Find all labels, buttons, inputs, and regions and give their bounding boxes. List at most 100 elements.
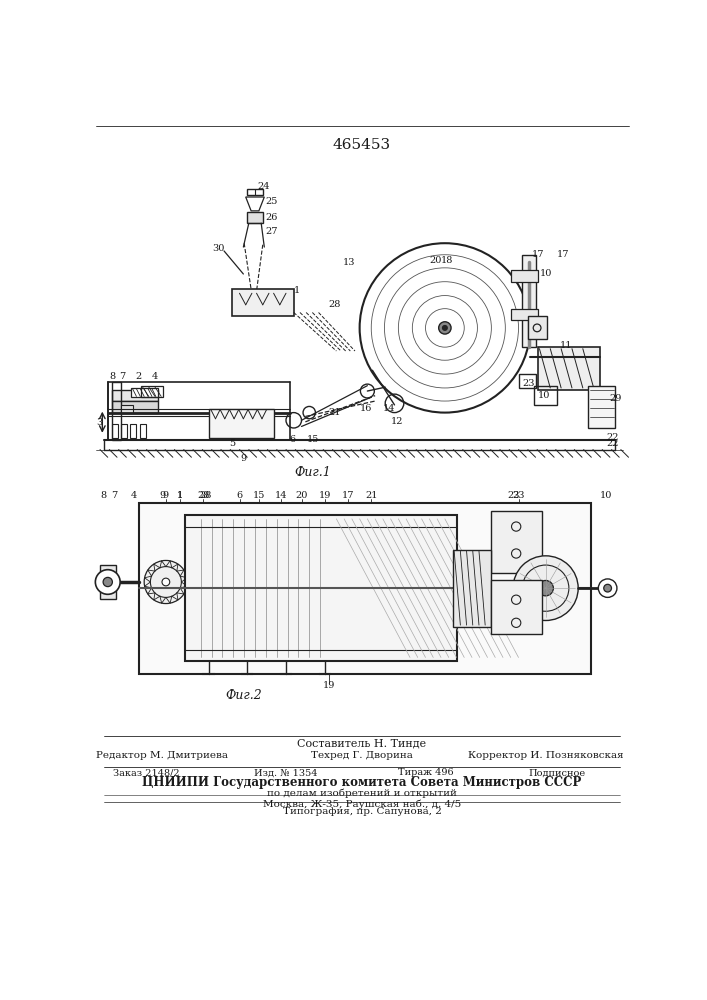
Text: 25: 25 <box>266 197 279 206</box>
Bar <box>139 503 590 674</box>
Bar <box>247 189 263 195</box>
Text: 6: 6 <box>290 435 296 444</box>
Circle shape <box>144 560 187 604</box>
Text: 4: 4 <box>131 491 137 500</box>
Text: 8: 8 <box>100 491 106 500</box>
Text: 21: 21 <box>365 491 378 500</box>
Text: 27: 27 <box>266 227 279 236</box>
Text: Редактор М. Дмитриева: Редактор М. Дмитриева <box>96 751 228 760</box>
Circle shape <box>194 557 212 576</box>
Circle shape <box>438 322 451 334</box>
Text: 30: 30 <box>212 244 225 253</box>
Bar <box>112 389 158 401</box>
Bar <box>522 255 537 347</box>
Text: Москва, Ж-35, Раушская наб., д. 4/5: Москва, Ж-35, Раушская наб., д. 4/5 <box>263 799 461 809</box>
Text: 15: 15 <box>307 435 320 444</box>
Text: 28: 28 <box>199 491 211 500</box>
Text: 19: 19 <box>322 681 335 690</box>
Text: 15: 15 <box>252 491 265 500</box>
Bar <box>247 212 263 223</box>
Text: 10: 10 <box>538 391 550 400</box>
Text: 10: 10 <box>600 491 612 500</box>
Text: 6: 6 <box>236 491 243 500</box>
Text: Подписное: Подписное <box>529 768 586 777</box>
Text: 7: 7 <box>119 372 126 381</box>
Text: 16: 16 <box>360 404 372 413</box>
Text: 14: 14 <box>274 491 287 500</box>
Bar <box>121 424 127 438</box>
Text: 17: 17 <box>341 491 354 500</box>
Text: 465453: 465453 <box>333 138 391 152</box>
Bar <box>130 424 136 438</box>
Text: 20: 20 <box>296 491 308 500</box>
Text: 2: 2 <box>135 372 141 381</box>
Circle shape <box>103 577 112 587</box>
Text: 26: 26 <box>265 213 277 222</box>
Circle shape <box>162 578 170 586</box>
Circle shape <box>513 556 578 620</box>
Bar <box>518 374 535 388</box>
Text: 18: 18 <box>441 256 453 265</box>
Text: 9: 9 <box>163 491 169 500</box>
Bar <box>112 382 121 440</box>
Circle shape <box>604 584 612 592</box>
Text: 22: 22 <box>606 433 619 442</box>
Text: 11: 11 <box>561 341 573 350</box>
Text: Тираж 496: Тираж 496 <box>398 768 453 777</box>
Bar <box>139 424 146 438</box>
Bar <box>528 316 547 339</box>
Text: 22: 22 <box>606 439 619 448</box>
Text: 24: 24 <box>257 182 270 191</box>
Text: 5: 5 <box>228 439 235 448</box>
Bar <box>185 515 457 661</box>
Text: 13: 13 <box>344 258 356 267</box>
Bar <box>510 309 538 320</box>
Text: Составитель Н. Тинде: Составитель Н. Тинде <box>298 739 426 749</box>
Text: Техред Г. Дворина: Техред Г. Дворина <box>311 751 413 760</box>
Text: 10: 10 <box>539 269 551 278</box>
Text: 28: 28 <box>197 491 209 500</box>
Text: 8: 8 <box>110 372 115 381</box>
Bar <box>534 386 557 405</box>
Text: 17: 17 <box>532 250 544 259</box>
Text: Фиг.2: Фиг.2 <box>225 689 262 702</box>
Text: 29: 29 <box>609 394 621 403</box>
Polygon shape <box>246 197 264 211</box>
Text: 21: 21 <box>329 408 341 417</box>
Bar <box>491 580 542 634</box>
Bar <box>121 405 132 413</box>
Text: 4: 4 <box>152 372 158 381</box>
Text: 7: 7 <box>112 491 118 500</box>
Text: 14: 14 <box>383 404 395 413</box>
Text: Заказ 2148/2: Заказ 2148/2 <box>113 768 180 777</box>
Text: 17: 17 <box>557 250 570 259</box>
Bar <box>491 511 542 573</box>
Circle shape <box>443 326 448 330</box>
Bar <box>452 550 491 627</box>
Text: 23: 23 <box>522 379 535 388</box>
Text: Корректор И. Позняковская: Корректор И. Позняковская <box>468 751 624 760</box>
Circle shape <box>538 580 554 596</box>
Text: 20: 20 <box>429 256 442 265</box>
Bar <box>588 386 615 428</box>
Circle shape <box>598 579 617 597</box>
Text: 23: 23 <box>513 491 525 500</box>
Text: 28: 28 <box>329 300 341 309</box>
Bar <box>232 289 293 316</box>
Text: Типография, пр. Сапунова, 2: Типография, пр. Сапунова, 2 <box>283 807 441 816</box>
Text: 9: 9 <box>159 491 165 500</box>
Bar <box>112 424 118 438</box>
Text: 19: 19 <box>319 491 331 500</box>
Polygon shape <box>143 511 201 667</box>
Text: 3: 3 <box>96 418 103 427</box>
Bar <box>538 347 600 389</box>
Bar <box>510 270 538 282</box>
Text: 1: 1 <box>177 491 183 500</box>
Bar <box>112 401 158 413</box>
Bar <box>131 388 158 397</box>
Text: Изд. № 1354: Изд. № 1354 <box>255 768 317 777</box>
Text: 12: 12 <box>391 417 403 426</box>
Text: 23: 23 <box>507 491 520 500</box>
Bar <box>141 386 163 397</box>
Text: 1: 1 <box>293 286 300 295</box>
